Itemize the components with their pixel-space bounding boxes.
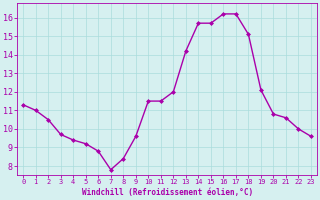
- X-axis label: Windchill (Refroidissement éolien,°C): Windchill (Refroidissement éolien,°C): [82, 188, 253, 197]
